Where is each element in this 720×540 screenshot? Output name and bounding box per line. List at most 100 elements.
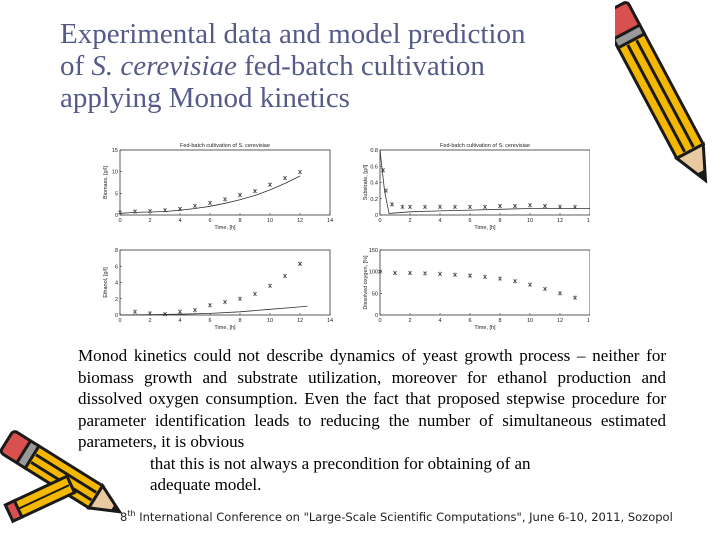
subplot-4: 0 2 4 6 8 10 12 14 0 50 100 150 Time, [h] Dissolved o… (363, 248, 590, 331)
x-tick-label: 0 (118, 218, 121, 224)
model-line (119, 305, 308, 316)
footer-rest: International Conference on "Large-Scale… (135, 509, 673, 524)
data-point (192, 307, 198, 313)
data-point (237, 296, 243, 301)
y-tick-label: 150 (369, 248, 378, 254)
y-tick-label: 0.8 (370, 148, 378, 154)
x-tick-label: 6 (468, 218, 471, 224)
subplot-1: Fed-batch cultivation of S. cerevisiae 0 2… (103, 143, 333, 231)
body-indent-line-1: that this is not always a precondition f… (150, 453, 531, 473)
y-axis-label: Biomass, [g/l] (103, 166, 109, 199)
x-tick-label: 8 (498, 218, 501, 224)
plot-frame (379, 149, 590, 216)
data-point (407, 270, 413, 276)
x-tick-label: 12 (557, 218, 563, 224)
data-point (467, 204, 473, 210)
data-point (512, 279, 518, 284)
y-tick-label: 0 (115, 313, 118, 319)
model-line (119, 175, 301, 214)
y-tick-label: 10 (112, 170, 118, 176)
data-point (282, 175, 288, 181)
data-point (207, 303, 213, 308)
title-line-2-prefix: of (60, 50, 92, 82)
x-tick-label: 12 (297, 318, 303, 324)
x-tick-label: 10 (267, 218, 273, 224)
data-point (252, 291, 258, 297)
title-species: S. cerevisiae (91, 50, 237, 82)
x-tick-label: 2 (408, 218, 411, 224)
title-line-3: applying Monod kinetics (60, 82, 350, 114)
plot-frame (119, 149, 331, 216)
y-tick-label: 0 (375, 313, 378, 319)
x-tick-label: 14 (587, 318, 590, 324)
data-point (400, 204, 405, 210)
y-axis-label: Ethanol, [g/l] (103, 267, 109, 298)
data-point (542, 203, 548, 209)
y-tick-label: 6 (115, 264, 118, 270)
y-tick-label: 5 (115, 191, 118, 197)
data-point (267, 283, 273, 288)
x-tick-label: 0 (118, 318, 121, 324)
x-tick-label: 10 (527, 318, 533, 324)
title-line-1: Experimental data and model prediction (60, 18, 526, 50)
body-main: Monod kinetics could not describe dynami… (78, 346, 666, 451)
x-axis-label: Time, [h] (214, 325, 236, 331)
y-tick-label: 50 (372, 291, 378, 297)
y-tick-label: 0 (375, 213, 378, 219)
x-axis-label: Time, [h] (474, 225, 496, 231)
data-point (252, 188, 258, 194)
model-line (379, 149, 590, 214)
x-tick-label: 6 (208, 218, 211, 224)
chart-title: Fed-batch cultivation of S. cerevisiae (440, 143, 530, 149)
x-tick-label: 4 (438, 318, 441, 324)
x-tick-label: 8 (238, 318, 241, 324)
plot-frame (379, 249, 590, 316)
data-point (422, 204, 428, 210)
data-point (377, 269, 383, 274)
data-point (267, 182, 273, 187)
data-point (527, 203, 533, 208)
x-tick-label: 4 (178, 318, 181, 324)
data-point (527, 282, 533, 287)
data-point (237, 192, 243, 198)
data-point (497, 203, 503, 209)
data-point (452, 204, 458, 210)
data-point (222, 197, 228, 202)
data-point (192, 203, 198, 209)
x-tick-label: 4 (178, 218, 181, 224)
x-tick-label: 10 (267, 318, 273, 324)
y-tick-label: 0.4 (370, 181, 378, 187)
data-point (482, 204, 488, 210)
x-tick-label: 2 (408, 318, 411, 324)
pencil-icon (615, 1, 708, 184)
data-point (392, 270, 398, 276)
data-point (572, 295, 578, 300)
x-tick-label: 12 (297, 218, 303, 224)
charts-figure: Fed-batch cultivation of S. cerevisiae 0 2… (103, 143, 590, 331)
x-tick-label: 12 (557, 318, 563, 324)
x-tick-label: 0 (378, 218, 381, 224)
x-axis-label: Time, [h] (214, 225, 236, 231)
y-tick-label: 15 (112, 148, 118, 154)
pencil-icon (0, 430, 123, 524)
footer-conference: 8th International Conference on "Large-S… (120, 509, 680, 524)
x-tick-label: 8 (498, 318, 501, 324)
y-tick-label: 2 (115, 297, 118, 303)
data-point (512, 203, 518, 209)
x-tick-label: 6 (208, 318, 211, 324)
y-tick-label: 0 (115, 213, 118, 219)
y-tick-label: 100 (369, 270, 378, 276)
y-axis-label: Dissolved oxygen, [%] (363, 255, 369, 310)
x-tick-label: 14 (587, 218, 590, 224)
data-point (222, 299, 228, 305)
y-tick-label: 8 (115, 248, 118, 254)
footer-ordinal: 8 (120, 509, 128, 524)
footer-sup: th (127, 509, 136, 518)
y-tick-label: 0.2 (370, 197, 378, 203)
data-point (557, 291, 563, 296)
x-tick-label: 14 (327, 318, 333, 324)
data-point (437, 204, 443, 210)
data-point (422, 271, 428, 276)
x-tick-label: 8 (238, 218, 241, 224)
x-tick-label: 4 (438, 218, 441, 224)
